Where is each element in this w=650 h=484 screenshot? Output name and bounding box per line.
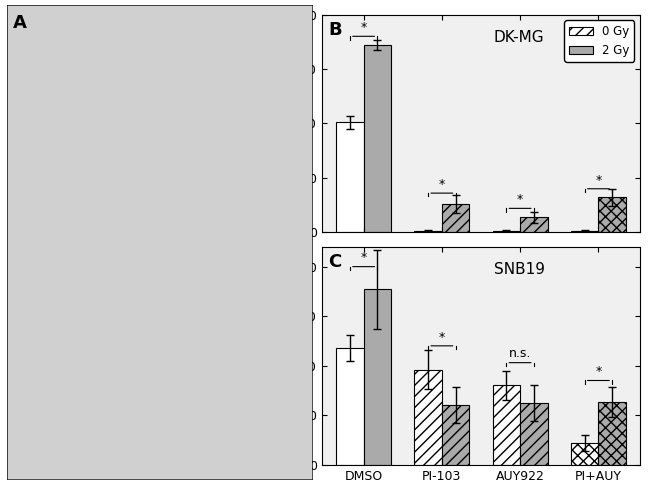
Bar (442, 405, 469, 465)
Bar (599, 402, 626, 465)
Bar (493, 231, 520, 232)
Text: *: * (361, 21, 367, 34)
Bar (571, 443, 599, 465)
Bar (442, 204, 469, 232)
Text: B: B (328, 21, 342, 39)
Text: *: * (595, 174, 601, 186)
Text: *: * (595, 365, 601, 378)
Text: *: * (517, 193, 523, 206)
Text: DK-MG: DK-MG (494, 30, 545, 45)
Bar (363, 289, 391, 465)
Text: SNB19: SNB19 (494, 262, 545, 277)
Text: *: * (361, 252, 367, 264)
Bar (493, 385, 520, 465)
Bar (363, 45, 391, 232)
Bar (599, 197, 626, 232)
Bar (336, 348, 363, 465)
Bar (520, 217, 547, 232)
Text: n.s.: n.s. (509, 348, 531, 361)
Bar (415, 370, 442, 465)
Text: C: C (328, 254, 341, 272)
Y-axis label: Wound closure rate, μm²/min: Wound closure rate, μm²/min (274, 37, 287, 210)
Bar (520, 403, 547, 465)
Bar (415, 231, 442, 232)
Legend: 0 Gy, 2 Gy: 0 Gy, 2 Gy (564, 20, 634, 62)
Bar (571, 231, 599, 232)
Text: A: A (12, 15, 27, 32)
Y-axis label: Wound closure rate, μm²/min: Wound closure rate, μm²/min (274, 270, 287, 442)
Text: *: * (439, 178, 445, 191)
Text: *: * (439, 331, 445, 344)
Bar (336, 122, 363, 232)
